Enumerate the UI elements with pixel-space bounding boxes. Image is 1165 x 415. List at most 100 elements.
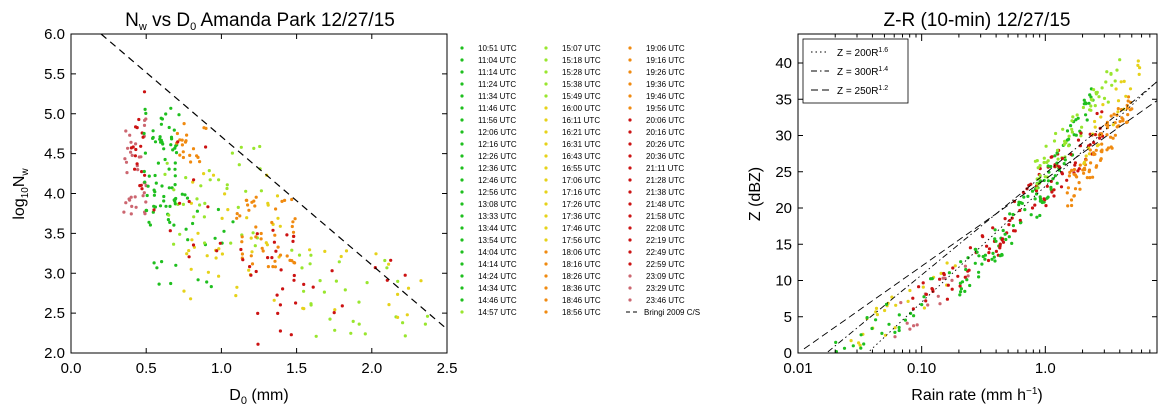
left-data-point xyxy=(173,174,177,178)
left-data-point xyxy=(129,195,133,199)
left-data-point xyxy=(141,194,145,198)
left-data-point xyxy=(177,113,181,117)
left-data-point xyxy=(162,194,166,199)
right-data-point xyxy=(1054,131,1058,136)
left-data-point xyxy=(332,311,336,315)
right-data-point xyxy=(1079,131,1083,135)
left-data-point xyxy=(139,144,143,148)
right-data-point xyxy=(1084,102,1088,106)
left-data-point xyxy=(403,273,407,277)
right-data-point xyxy=(1106,146,1110,150)
right-data-point xyxy=(945,297,950,301)
left-data-point xyxy=(168,220,172,224)
left-data-point xyxy=(244,198,248,202)
legend-marker xyxy=(460,106,464,110)
right-data-point xyxy=(1128,108,1132,112)
left-data-point xyxy=(290,224,294,229)
left-data-point xyxy=(129,140,133,144)
left-data-point xyxy=(259,237,263,241)
left-data-point xyxy=(258,144,262,149)
legend-marker xyxy=(544,214,548,218)
left-data-point xyxy=(403,334,407,338)
zr-relation-line xyxy=(827,81,1158,353)
left-data-point xyxy=(425,314,430,318)
left-data-point xyxy=(389,258,393,262)
legend-entry-label: 11:34 UTC xyxy=(478,92,516,101)
left-data-point xyxy=(185,252,189,256)
legend-marker xyxy=(460,70,464,74)
legend-entry-label: 12:56 UTC xyxy=(478,188,517,197)
right-data-point xyxy=(1065,178,1069,182)
legend-marker xyxy=(544,202,548,206)
right-data-point xyxy=(1119,80,1123,84)
right-data-point xyxy=(1087,144,1091,148)
right-data-point xyxy=(905,321,909,325)
right-ytick-label: 25 xyxy=(775,164,792,181)
left-data-point xyxy=(280,199,284,203)
right-data-point xyxy=(1055,161,1059,165)
left-data-point xyxy=(161,142,165,146)
right-data-point xyxy=(994,239,998,243)
left-data-point xyxy=(189,267,193,271)
left-data-point xyxy=(254,225,258,229)
left-data-point xyxy=(314,334,318,338)
left-data-point xyxy=(247,208,251,212)
right-data-point xyxy=(1109,71,1113,76)
left-data-point xyxy=(124,201,128,205)
right-data-point xyxy=(1121,117,1125,121)
right-data-point xyxy=(851,344,855,348)
legend-entry-label: 21:58 UTC xyxy=(646,212,685,221)
right-data-point xyxy=(1116,110,1120,114)
left-ytick-label: 6.0 xyxy=(44,26,65,43)
left-data-point xyxy=(142,169,146,174)
left-data-point xyxy=(276,216,280,220)
right-data-point xyxy=(1095,144,1099,148)
left-data-point xyxy=(142,131,146,136)
left-data-point xyxy=(270,256,274,260)
right-data-point xyxy=(959,287,964,291)
left-data-point xyxy=(162,147,166,151)
right-data-point xyxy=(1013,229,1017,233)
legend-marker xyxy=(460,286,464,290)
right-data-point xyxy=(1066,204,1070,208)
left-data-point xyxy=(195,197,199,201)
legend-entry-label: Bringi 2009 C/S xyxy=(644,308,700,317)
left-data-point xyxy=(220,252,224,256)
right-data-point xyxy=(1007,235,1011,239)
left-data-point xyxy=(186,238,190,242)
left-data-point xyxy=(357,322,361,326)
legend-marker xyxy=(544,298,548,302)
right-data-point xyxy=(1116,107,1120,111)
legend-marker xyxy=(628,286,632,290)
left-data-point xyxy=(248,265,252,269)
right-xtick-label: 1.0 xyxy=(1035,360,1056,377)
right-data-point xyxy=(1115,68,1119,72)
right-data-point xyxy=(1088,176,1092,180)
right-data-point xyxy=(915,323,919,327)
legend-marker xyxy=(628,262,632,266)
right-data-point xyxy=(1076,169,1080,173)
right-data-point xyxy=(1099,157,1103,161)
left-data-point xyxy=(165,161,169,165)
right-data-point xyxy=(1089,104,1093,108)
right-data-point xyxy=(1046,179,1050,183)
right-data-point xyxy=(1059,185,1064,189)
right-data-point xyxy=(1072,194,1076,198)
left-data-point xyxy=(124,129,128,133)
right-data-point xyxy=(1110,83,1114,87)
left-data-point xyxy=(276,245,280,249)
right-data-point xyxy=(956,274,960,278)
left-data-point xyxy=(185,133,189,137)
left-data-point xyxy=(187,255,191,259)
legend-marker xyxy=(460,202,464,206)
left-data-point xyxy=(143,173,147,177)
right-data-point xyxy=(963,275,967,279)
right-data-point xyxy=(1118,58,1122,62)
left-xtick-label: 2.5 xyxy=(437,360,458,377)
right-plot: Z-R (10-min) 12/27/15 0.01 0.10 1.0 0 5 10 15 2… xyxy=(747,10,1158,404)
right-data-point xyxy=(1056,157,1060,161)
right-data-point xyxy=(1097,95,1101,99)
left-data-point xyxy=(166,218,170,222)
right-data-point xyxy=(1126,113,1130,117)
left-data-point xyxy=(154,181,158,185)
